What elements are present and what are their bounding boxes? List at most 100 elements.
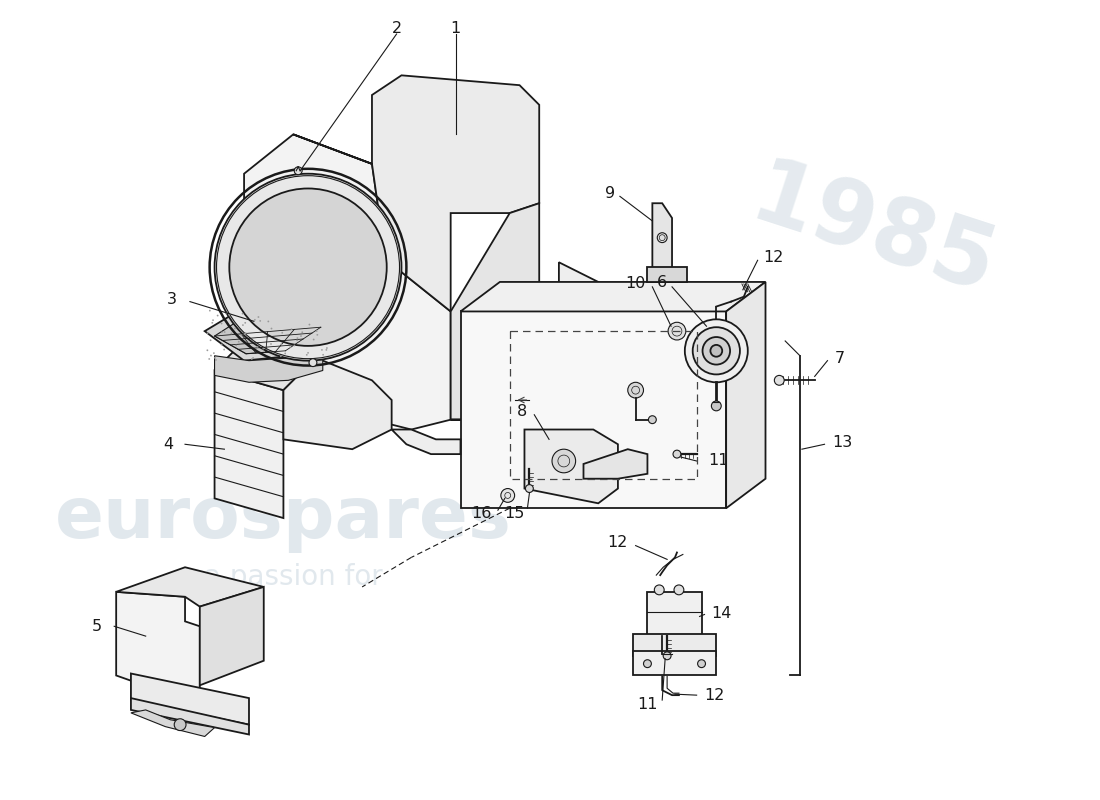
Text: 7: 7	[835, 351, 845, 366]
Text: 6: 6	[657, 275, 667, 290]
Polygon shape	[451, 262, 618, 420]
Circle shape	[306, 354, 308, 356]
Circle shape	[216, 359, 217, 361]
Circle shape	[628, 382, 643, 398]
Circle shape	[241, 334, 242, 336]
Circle shape	[209, 310, 210, 311]
Circle shape	[229, 189, 387, 346]
Circle shape	[294, 167, 302, 174]
Circle shape	[214, 174, 402, 361]
Circle shape	[244, 322, 246, 323]
Circle shape	[263, 348, 264, 350]
Circle shape	[317, 334, 318, 336]
Text: 15: 15	[504, 506, 525, 521]
Text: 8: 8	[517, 404, 527, 419]
Circle shape	[217, 314, 219, 316]
Text: 2: 2	[392, 21, 402, 36]
Polygon shape	[214, 310, 321, 354]
Polygon shape	[451, 203, 559, 420]
Polygon shape	[117, 567, 264, 606]
Circle shape	[280, 355, 282, 357]
Polygon shape	[648, 592, 702, 636]
Circle shape	[242, 324, 244, 326]
Circle shape	[224, 331, 225, 333]
Circle shape	[242, 313, 243, 314]
Text: 10: 10	[625, 277, 646, 291]
Circle shape	[210, 354, 211, 356]
Text: 5: 5	[91, 618, 101, 634]
Polygon shape	[200, 587, 264, 686]
Circle shape	[685, 319, 748, 382]
Circle shape	[221, 322, 222, 324]
Circle shape	[297, 338, 298, 339]
Circle shape	[526, 485, 534, 493]
Circle shape	[285, 353, 286, 354]
Circle shape	[221, 331, 222, 333]
Polygon shape	[294, 75, 539, 311]
Circle shape	[644, 660, 651, 668]
Text: 12: 12	[607, 535, 628, 550]
Polygon shape	[117, 592, 200, 705]
Circle shape	[654, 585, 664, 594]
Circle shape	[301, 331, 303, 333]
Circle shape	[648, 416, 657, 424]
Polygon shape	[525, 430, 618, 503]
Polygon shape	[131, 710, 214, 737]
Circle shape	[552, 449, 575, 473]
Circle shape	[294, 345, 295, 346]
Text: 12: 12	[704, 688, 725, 702]
Polygon shape	[214, 349, 322, 382]
Circle shape	[280, 343, 282, 345]
Text: 11: 11	[708, 454, 729, 469]
Polygon shape	[131, 698, 249, 734]
Circle shape	[260, 320, 261, 322]
Text: 9: 9	[605, 186, 615, 201]
Circle shape	[296, 339, 298, 341]
Circle shape	[267, 321, 270, 322]
Circle shape	[312, 338, 315, 340]
Circle shape	[659, 234, 666, 241]
Circle shape	[712, 401, 722, 411]
Polygon shape	[583, 449, 648, 478]
Circle shape	[774, 375, 784, 386]
Circle shape	[254, 319, 255, 321]
Circle shape	[663, 652, 671, 660]
Text: eurospares: eurospares	[55, 483, 512, 553]
Polygon shape	[632, 651, 716, 675]
Circle shape	[210, 339, 211, 341]
Circle shape	[234, 328, 235, 330]
Circle shape	[229, 314, 230, 316]
Circle shape	[326, 349, 327, 350]
Polygon shape	[214, 370, 284, 518]
Circle shape	[238, 341, 240, 342]
Circle shape	[212, 319, 213, 321]
Polygon shape	[131, 674, 249, 725]
Circle shape	[208, 358, 210, 360]
Circle shape	[214, 357, 216, 358]
Circle shape	[213, 352, 214, 354]
Polygon shape	[214, 346, 308, 390]
Polygon shape	[632, 634, 716, 656]
Circle shape	[668, 322, 685, 340]
Circle shape	[211, 322, 213, 323]
Text: 3: 3	[167, 292, 177, 307]
Circle shape	[231, 333, 232, 334]
Circle shape	[207, 333, 208, 334]
Circle shape	[289, 346, 290, 348]
Circle shape	[244, 333, 246, 334]
Polygon shape	[726, 282, 766, 508]
Circle shape	[226, 313, 227, 314]
Text: 11: 11	[637, 698, 658, 713]
Circle shape	[221, 344, 222, 346]
Circle shape	[703, 337, 730, 365]
Polygon shape	[268, 228, 348, 306]
Text: 13: 13	[833, 435, 853, 450]
Bar	[509, 331, 696, 478]
Text: 4: 4	[163, 437, 173, 452]
Polygon shape	[205, 302, 332, 361]
Circle shape	[223, 349, 224, 350]
Polygon shape	[461, 282, 766, 311]
Text: 1985: 1985	[740, 152, 1006, 314]
Circle shape	[290, 329, 293, 330]
Circle shape	[673, 450, 681, 458]
